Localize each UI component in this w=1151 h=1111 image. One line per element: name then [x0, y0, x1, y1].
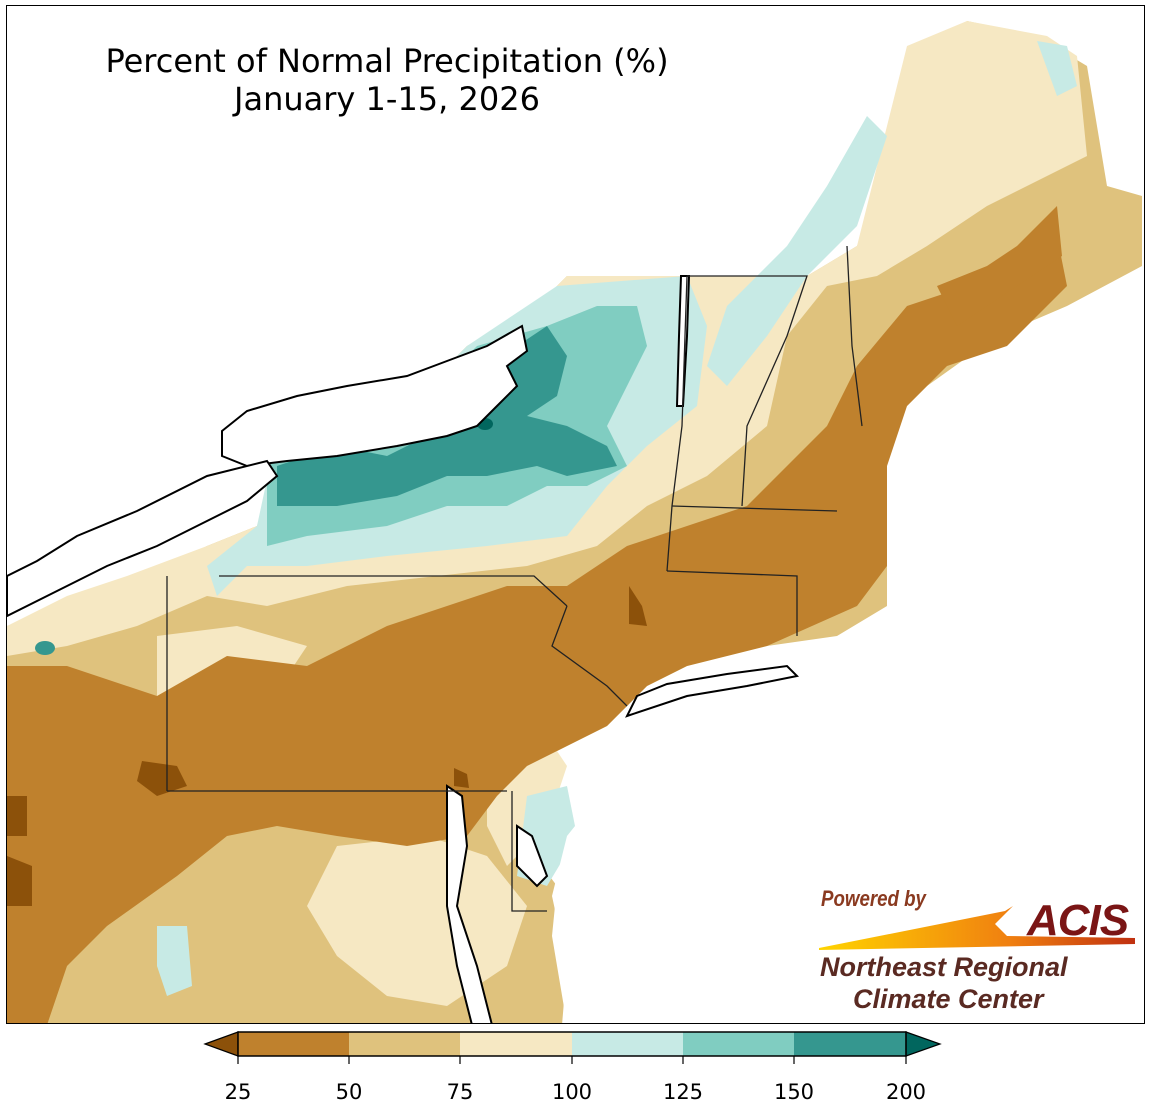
ny-pa-border	[219, 575, 568, 607]
atlantic-ocean	[552, 307, 1144, 1023]
nrcc-acis-logo: Powered by ACIS Northeast Regional Clima…	[815, 886, 1144, 1021]
ct-ri-border	[666, 570, 798, 636]
title-line1: Percent of Normal Precipitation (%)	[105, 42, 669, 80]
colorbar-bins	[203, 1031, 942, 1064]
chesapeake-bay	[446, 784, 493, 1023]
acis-label: ACIS	[1027, 896, 1129, 945]
org-name-line2: Climate Center	[853, 984, 1044, 1014]
lake-erie	[7, 459, 279, 618]
colorbar-tick: 150	[773, 1080, 815, 1104]
colorbar-tick: 200	[885, 1080, 927, 1104]
colorbar-tick: 75	[446, 1080, 474, 1104]
nh-me-border	[846, 245, 863, 427]
org-name-line1: Northeast Regional	[820, 952, 1068, 982]
colorbar-tick: 100	[551, 1080, 593, 1104]
acis-swoosh-icon	[819, 906, 1135, 950]
delaware-bay	[516, 824, 549, 888]
state-borders	[166, 245, 863, 912]
long-island-sound	[625, 664, 800, 718]
vt-nh-border	[687, 275, 808, 507]
colorbar-legend: 25 50 75 100 125 150 200	[200, 1028, 945, 1108]
ny-vt-border	[666, 275, 688, 572]
map-frame: Percent of Normal Precipitation (%) Janu…	[6, 5, 1145, 1024]
colorbar-tick: 125	[662, 1080, 704, 1104]
colorbar-tick: 50	[335, 1080, 363, 1104]
precipitation-map	[7, 21, 1144, 1023]
nj-border	[551, 605, 628, 707]
title-line2: January 1-15, 2026	[234, 80, 540, 118]
powered-by-label: Powered by	[821, 886, 926, 911]
colorbar-tick: 25	[224, 1080, 252, 1104]
ma-border	[671, 505, 838, 512]
water-bodies	[7, 275, 1144, 1023]
map-title: Percent of Normal Precipitation (%) Janu…	[27, 42, 747, 118]
lake-ontario	[221, 324, 529, 468]
de-border	[511, 791, 547, 912]
